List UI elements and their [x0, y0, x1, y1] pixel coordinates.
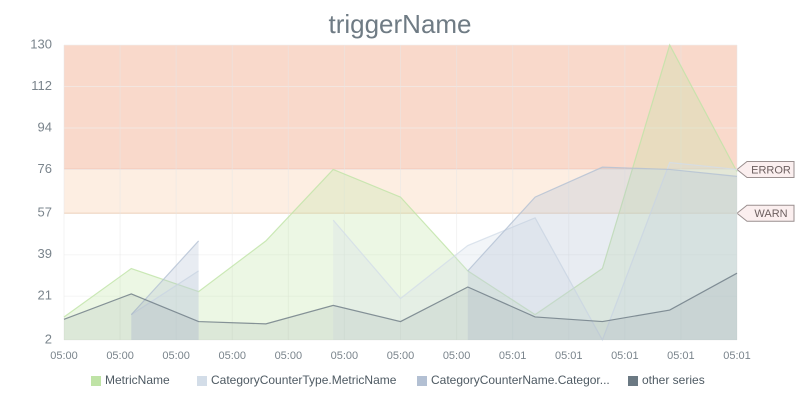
- y-tick-label: 21: [38, 288, 52, 303]
- x-tick-label: 05:01: [723, 350, 751, 362]
- x-tick-label: 05:00: [106, 350, 134, 362]
- line: [130, 240, 200, 316]
- x-tick-label: 05:01: [555, 350, 583, 362]
- area: [467, 167, 737, 340]
- threshold-tag: [736, 204, 795, 222]
- line: [63, 43, 738, 318]
- legend-swatch: [197, 376, 207, 386]
- y-tick-label: 112: [31, 78, 52, 93]
- legend-label: CategoryCounterName.Categor...: [431, 373, 610, 387]
- threshold-tag: [736, 160, 795, 178]
- x-tick-label: 05:01: [499, 350, 527, 362]
- threshold-label: ERROR: [751, 164, 791, 176]
- y-tick-label: 57: [38, 205, 52, 220]
- legend-label: CategoryCounterType.MetricName: [211, 373, 397, 387]
- y-tick-label: 94: [38, 119, 52, 134]
- x-tick-label: 05:00: [331, 350, 359, 362]
- x-tick-label: 05:00: [443, 350, 471, 362]
- x-tick-label: 05:00: [218, 350, 246, 362]
- x-tick-label: 05:01: [667, 350, 695, 362]
- legend-label: MetricName: [105, 373, 170, 387]
- legend-swatch: [417, 376, 427, 386]
- x-tick-label: 05:00: [50, 350, 78, 362]
- x-tick-label: 05:00: [275, 350, 303, 362]
- line: [130, 270, 199, 316]
- area: [333, 162, 737, 340]
- area: [131, 270, 199, 340]
- line: [63, 272, 738, 325]
- y-tick-label: 2: [45, 331, 52, 346]
- x-tick-label: 05:01: [611, 350, 639, 362]
- y-tick-label: 76: [38, 161, 52, 176]
- legend-label: other series: [642, 373, 705, 387]
- line: [467, 166, 738, 272]
- y-tick-label: 130: [30, 36, 52, 51]
- x-tick-label: 05:00: [387, 350, 415, 362]
- chart-title: triggerName: [328, 9, 471, 39]
- legend-swatch: [628, 376, 638, 386]
- x-tick-label: 05:00: [162, 350, 190, 362]
- legend-swatch: [91, 376, 101, 386]
- line: [332, 161, 738, 342]
- threshold-label: WARN: [754, 208, 787, 220]
- y-tick-label: 39: [38, 246, 52, 261]
